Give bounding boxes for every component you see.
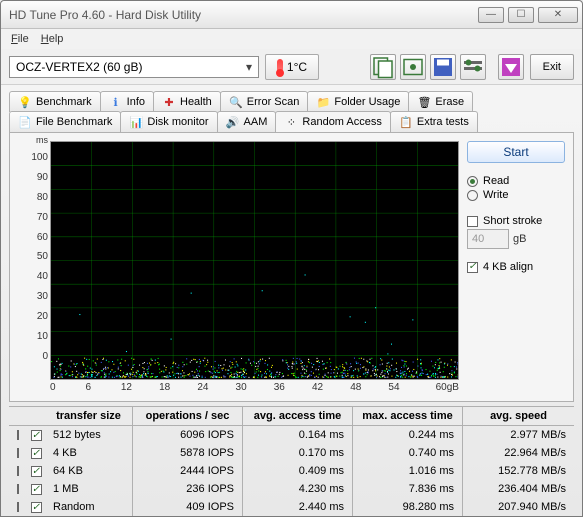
window-title: HD Tune Pro 4.60 - Hard Disk Utility (9, 8, 478, 22)
col-avg-speed: avg. speed (463, 407, 574, 426)
tab-info[interactable]: ℹInfo (100, 91, 154, 112)
toolbar: OCZ-VERTEX2 (60 gB) 1°C Exit (1, 49, 582, 85)
tab-health[interactable]: ✚Health (153, 91, 221, 112)
maximize-button[interactable]: ☐ (508, 7, 534, 23)
radio-read[interactable]: Read (467, 175, 565, 187)
random-icon: ⁘ (284, 115, 298, 129)
tab-row-1: 💡Benchmark ℹInfo ✚Health 🔍Error Scan 📁Fo… (9, 91, 574, 112)
tab-benchmark[interactable]: 💡Benchmark (9, 91, 101, 112)
save-button[interactable] (430, 54, 456, 80)
chart-y-axis: ms 100 90 80 70 60 50 40 30 20 10 0 (18, 141, 50, 380)
row-checkbox[interactable] (27, 498, 45, 516)
row-checkbox[interactable] (27, 444, 45, 462)
screenshot-button[interactable] (400, 54, 426, 80)
speaker-icon: 🔊 (226, 115, 240, 129)
info-icon: ℹ (109, 95, 123, 109)
col-max-access: max. access time (353, 407, 463, 426)
menu-file[interactable]: File (11, 33, 29, 45)
search-icon: 🔍 (229, 95, 243, 109)
temperature-chip: 1°C (265, 54, 319, 80)
col-avg-access: avg. access time (243, 407, 353, 426)
radio-write[interactable]: Write (467, 189, 565, 201)
titlebar: HD Tune Pro 4.60 - Hard Disk Utility — ☐… (1, 1, 582, 29)
tab-aam[interactable]: 🔊AAM (217, 111, 277, 132)
table-row: Random409 IOPS2.440 ms98.280 ms207.940 M… (9, 498, 574, 516)
short-stroke-value: 40 (467, 229, 509, 249)
copy-text-button[interactable] (370, 54, 396, 80)
table-row: 1 MB236 IOPS4.230 ms7.836 ms236.404 MB/s (9, 480, 574, 498)
tab-erase[interactable]: 🗑Erase (408, 91, 473, 112)
row-checkbox[interactable] (27, 480, 45, 498)
short-stroke-unit: gB (513, 233, 526, 245)
menu-help[interactable]: Help (41, 33, 64, 45)
tab-folder-usage[interactable]: 📁Folder Usage (307, 91, 409, 112)
tab-file-benchmark[interactable]: 📄File Benchmark (9, 111, 121, 132)
minimize-button[interactable]: — (478, 7, 504, 23)
tab-extra-tests[interactable]: 📋Extra tests (390, 111, 478, 132)
side-panel: Start Read Write Short stroke 40 gB 4 KB… (467, 141, 565, 393)
app-window: HD Tune Pro 4.60 - Hard Disk Utility — ☐… (0, 0, 583, 517)
tab-disk-monitor[interactable]: 📊Disk monitor (120, 111, 217, 132)
close-button[interactable]: ✕ (538, 7, 578, 23)
tab-random-access[interactable]: ⁘Random Access (275, 111, 390, 132)
table-row: 64 KB2444 IOPS0.409 ms1.016 ms152.778 MB… (9, 462, 574, 480)
row-checkbox[interactable] (27, 462, 45, 480)
down-button[interactable] (498, 54, 524, 80)
temperature-value: 1°C (287, 60, 307, 74)
table-row: 4 KB5878 IOPS0.170 ms0.740 ms22.964 MB/s (9, 444, 574, 462)
health-icon: ✚ (162, 95, 176, 109)
drive-select[interactable]: OCZ-VERTEX2 (60 gB) (9, 56, 259, 78)
thermometer-icon (277, 59, 283, 75)
chart-x-axis: 06 1218 2430 3642 4854 60gB (18, 382, 459, 393)
bulb-icon: 💡 (18, 95, 32, 109)
access-time-chart (50, 141, 459, 380)
trash-icon: 🗑 (417, 95, 431, 109)
row-checkbox[interactable] (27, 426, 45, 444)
table-row: 512 bytes6096 IOPS0.164 ms0.244 ms2.977 … (9, 426, 574, 444)
checkbox-short-stroke[interactable]: Short stroke (467, 215, 565, 227)
tab-content: ms 100 90 80 70 60 50 40 30 20 10 0 (9, 132, 574, 402)
col-operations: operations / sec (133, 407, 243, 426)
file-icon: 📄 (18, 115, 32, 129)
start-button[interactable]: Start (467, 141, 565, 163)
col-transfer-size: transfer size (45, 407, 133, 426)
results-table: transfer size operations / sec avg. acce… (9, 406, 574, 516)
menubar: File Help (1, 29, 582, 49)
tab-error-scan[interactable]: 🔍Error Scan (220, 91, 309, 112)
drive-select-value: OCZ-VERTEX2 (60 gB) (16, 60, 142, 74)
settings-button[interactable] (460, 54, 486, 80)
folder-icon: 📁 (316, 95, 330, 109)
extra-icon: 📋 (399, 115, 413, 129)
exit-button[interactable]: Exit (530, 54, 574, 80)
tab-row-2: 📄File Benchmark 📊Disk monitor 🔊AAM ⁘Rand… (9, 111, 574, 132)
checkbox-4kb-align[interactable]: 4 KB align (467, 261, 565, 273)
monitor-icon: 📊 (129, 115, 143, 129)
